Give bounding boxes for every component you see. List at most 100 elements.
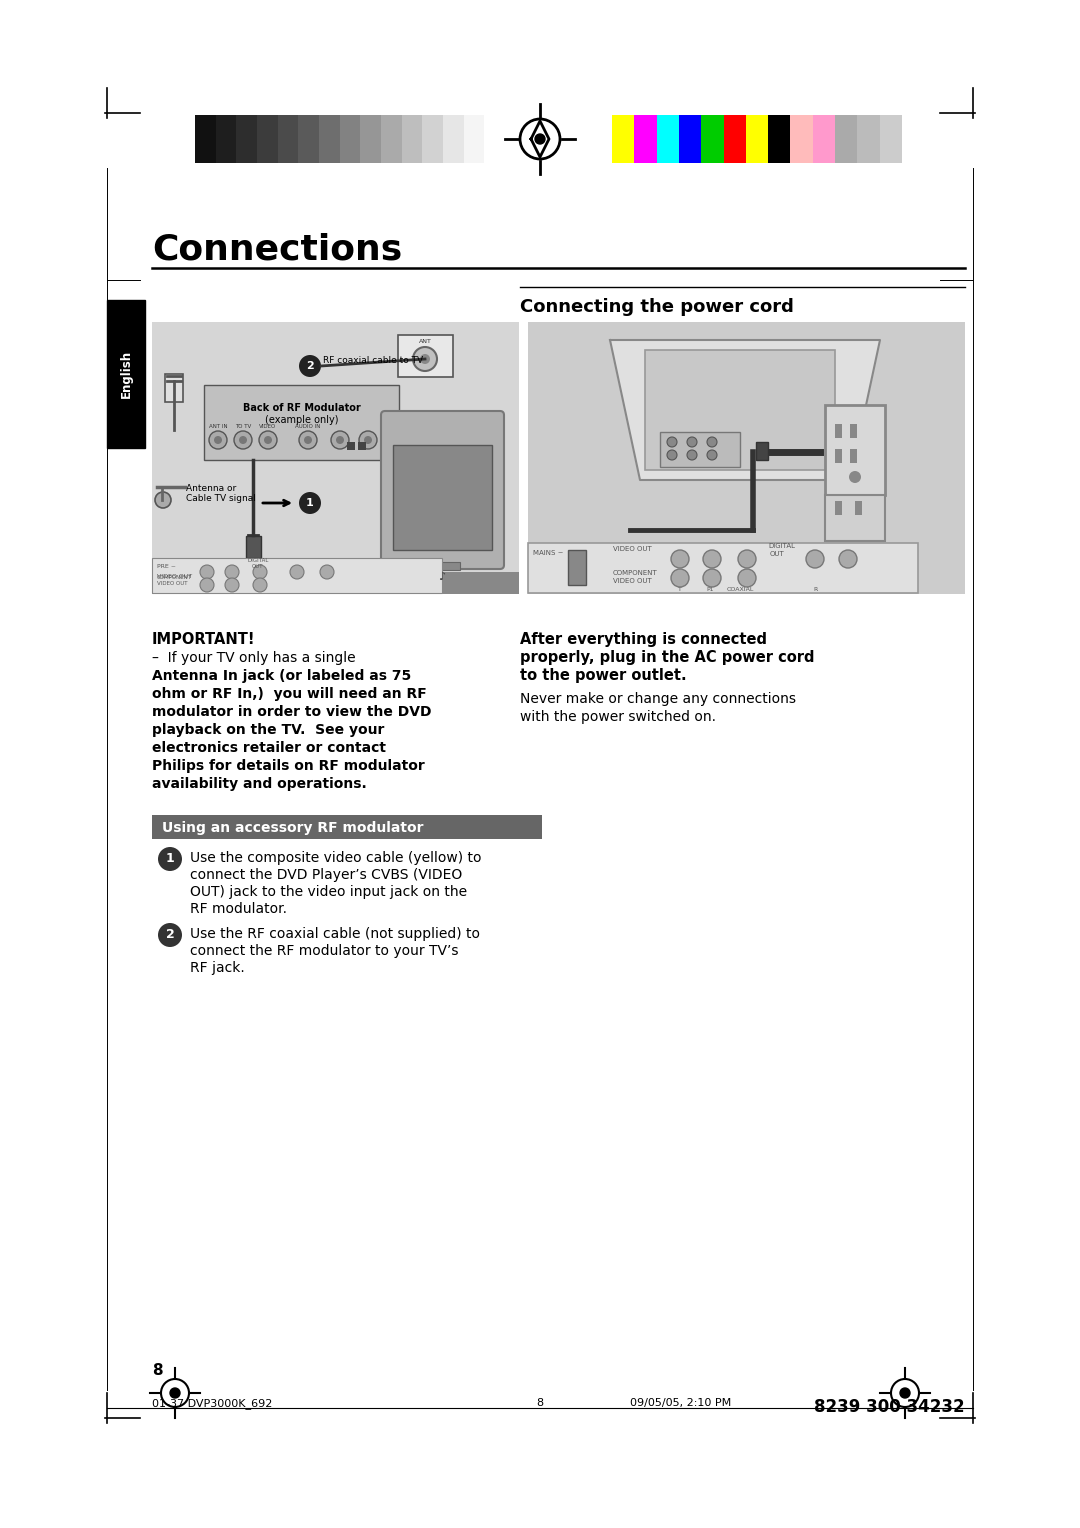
Text: electronics retailer or contact: electronics retailer or contact — [152, 741, 386, 755]
Text: English: English — [120, 350, 133, 399]
Circle shape — [703, 550, 721, 568]
Circle shape — [359, 431, 377, 449]
Bar — [528, 542, 918, 593]
Circle shape — [667, 437, 677, 448]
Circle shape — [253, 578, 267, 591]
Text: AUDIO IN: AUDIO IN — [295, 423, 321, 429]
Bar — [880, 115, 902, 163]
Bar — [278, 115, 298, 163]
Text: DIGITAL: DIGITAL — [768, 542, 795, 549]
Text: IMPORTANT!: IMPORTANT! — [152, 633, 256, 646]
Bar — [204, 385, 399, 460]
Text: 1: 1 — [165, 853, 174, 865]
Circle shape — [667, 451, 677, 460]
Bar — [152, 571, 519, 594]
Bar — [361, 115, 381, 163]
Text: with the power switched on.: with the power switched on. — [519, 711, 716, 724]
Text: (example only): (example only) — [265, 416, 338, 425]
Circle shape — [535, 134, 545, 144]
Circle shape — [158, 847, 183, 871]
Text: OUT: OUT — [770, 552, 785, 558]
Bar — [825, 405, 885, 495]
Circle shape — [703, 568, 721, 587]
Bar — [835, 423, 842, 439]
Text: VIDEO OUT: VIDEO OUT — [157, 575, 192, 579]
Text: RF coaxial cable to TV: RF coaxial cable to TV — [323, 356, 423, 365]
Circle shape — [671, 550, 689, 568]
Circle shape — [413, 347, 437, 371]
Text: modulator in order to view the DVD: modulator in order to view the DVD — [152, 704, 432, 720]
Circle shape — [291, 565, 303, 579]
Text: 1: 1 — [306, 498, 314, 507]
Text: COMPONENT: COMPONENT — [613, 570, 658, 576]
Circle shape — [299, 431, 318, 449]
Text: Philips for details on RF modulator: Philips for details on RF modulator — [152, 759, 424, 773]
Text: 8: 8 — [537, 1398, 543, 1407]
Bar — [399, 335, 453, 377]
Circle shape — [200, 565, 214, 579]
Bar — [298, 115, 319, 163]
Circle shape — [158, 923, 183, 947]
Bar — [645, 350, 835, 471]
Text: P1: P1 — [706, 587, 714, 591]
Circle shape — [156, 492, 171, 507]
Text: ♪: ♪ — [438, 571, 446, 582]
Circle shape — [330, 431, 349, 449]
Bar — [835, 115, 858, 163]
Text: ANT IN: ANT IN — [208, 423, 227, 429]
Bar — [152, 322, 519, 594]
Text: Using an accessory RF modulator: Using an accessory RF modulator — [162, 821, 423, 834]
Bar — [568, 550, 586, 585]
Bar — [850, 423, 858, 439]
Bar — [825, 495, 885, 541]
Text: R: R — [813, 587, 818, 591]
Text: ANT: ANT — [419, 339, 431, 344]
Bar — [216, 115, 237, 163]
Bar — [246, 536, 261, 558]
Bar — [463, 115, 484, 163]
Bar — [612, 115, 634, 163]
Bar — [756, 442, 768, 460]
Text: After everything is connected: After everything is connected — [519, 633, 767, 646]
Text: DIGITAL
OUT: DIGITAL OUT — [247, 558, 268, 568]
Circle shape — [707, 437, 717, 448]
Circle shape — [806, 550, 824, 568]
Bar — [484, 115, 505, 163]
Circle shape — [687, 451, 697, 460]
FancyBboxPatch shape — [381, 411, 504, 568]
Text: T: T — [678, 587, 681, 591]
Circle shape — [225, 578, 239, 591]
Circle shape — [214, 435, 222, 445]
Text: Connections: Connections — [152, 232, 402, 267]
Bar — [768, 115, 791, 163]
Bar — [634, 115, 657, 163]
Circle shape — [170, 1387, 180, 1398]
Bar — [746, 115, 768, 163]
Bar — [443, 115, 463, 163]
Text: TO TV: TO TV — [234, 423, 252, 429]
Text: properly, plug in the AC power cord: properly, plug in the AC power cord — [519, 649, 814, 665]
Bar — [347, 442, 355, 451]
Bar — [152, 814, 542, 839]
Text: Use the RF coaxial cable (not supplied) to: Use the RF coaxial cable (not supplied) … — [190, 927, 480, 941]
Circle shape — [320, 565, 334, 579]
Bar — [855, 501, 862, 515]
Text: 2: 2 — [306, 361, 314, 371]
Bar — [835, 449, 842, 463]
Text: RF jack.: RF jack. — [190, 961, 245, 975]
Text: 2: 2 — [165, 929, 174, 941]
Circle shape — [900, 1387, 910, 1398]
Bar — [195, 115, 216, 163]
Circle shape — [253, 565, 267, 579]
Text: availability and operations.: availability and operations. — [152, 778, 367, 792]
Text: RF modulator.: RF modulator. — [190, 902, 287, 915]
Bar — [257, 115, 278, 163]
Bar — [393, 445, 492, 550]
Bar — [528, 322, 966, 594]
Circle shape — [259, 431, 276, 449]
Circle shape — [303, 435, 312, 445]
Text: Antenna or: Antenna or — [186, 484, 237, 494]
Text: Back of RF Modulator: Back of RF Modulator — [243, 403, 361, 413]
Circle shape — [738, 550, 756, 568]
Circle shape — [839, 550, 858, 568]
